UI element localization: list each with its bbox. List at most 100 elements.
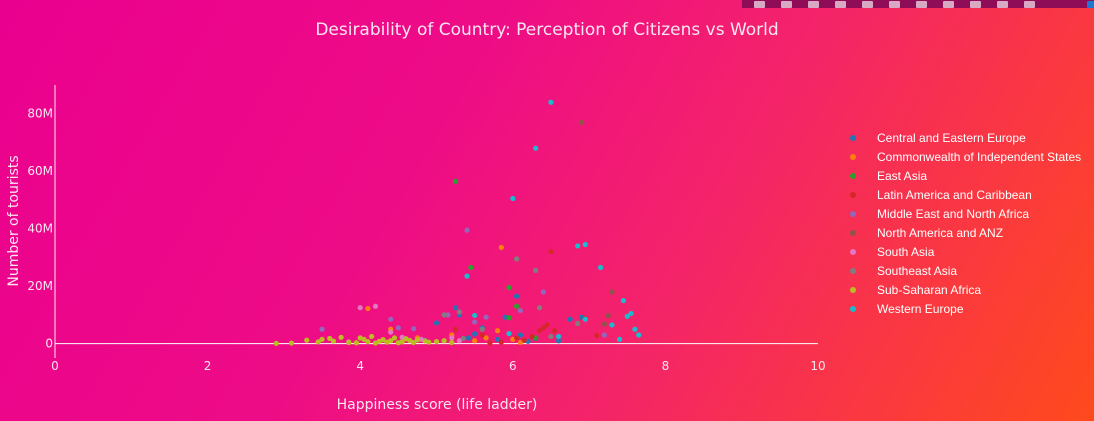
scatter-point[interactable] [472, 312, 478, 319]
scatter-point[interactable] [624, 313, 630, 319]
scatter-point[interactable] [346, 339, 352, 346]
zoom-in-icon[interactable] [889, 0, 900, 8]
scatter-point[interactable] [555, 338, 562, 344]
scatter-point[interactable] [372, 303, 379, 309]
scatter-point[interactable] [514, 256, 520, 262]
scatter-point[interactable] [540, 325, 546, 331]
legend-item[interactable]: Central and Eastern Europe [846, 128, 1081, 147]
scatter-point[interactable] [632, 326, 638, 332]
legend-item[interactable]: North America and ANZ [846, 223, 1081, 242]
scatter-point[interactable] [472, 338, 478, 344]
scatter-point[interactable] [452, 305, 459, 311]
legend-item[interactable]: Western Europe [846, 299, 1081, 318]
scatter-point[interactable] [456, 309, 462, 315]
scatter-point[interactable] [319, 336, 325, 342]
scatter-point[interactable] [578, 119, 585, 125]
pan-icon[interactable] [808, 0, 819, 8]
plotly-logo-icon[interactable] [1087, 0, 1094, 8]
scatter-point[interactable] [479, 332, 485, 338]
scatter-point[interactable] [506, 284, 512, 291]
hover-closest-icon[interactable] [997, 0, 1008, 8]
scatter-point[interactable] [575, 243, 581, 249]
scatter-point[interactable] [407, 337, 413, 344]
scatter-point[interactable] [567, 316, 573, 322]
scatter-point[interactable] [628, 310, 634, 317]
zoom-icon[interactable] [781, 0, 792, 8]
scatter-point[interactable] [514, 303, 520, 309]
scatter-point[interactable] [506, 315, 512, 321]
scatter-point[interactable] [636, 332, 642, 338]
scatter-point[interactable] [506, 330, 512, 337]
scatter-point[interactable] [533, 145, 539, 151]
scatter-point[interactable] [536, 305, 543, 311]
scatter-point[interactable] [441, 312, 447, 318]
scatter-point[interactable] [395, 325, 401, 331]
scatter-point[interactable] [601, 321, 607, 327]
scatter-point[interactable] [365, 305, 371, 312]
scatter-point[interactable] [544, 322, 550, 328]
scatter-point[interactable] [414, 337, 421, 343]
scatter-point[interactable] [575, 320, 581, 327]
scatter-point[interactable] [357, 335, 363, 341]
scatter-point[interactable] [327, 335, 333, 342]
legend-item[interactable]: Southeast Asia [846, 261, 1081, 280]
scatter-point[interactable] [433, 339, 440, 345]
scatter-point[interactable] [468, 264, 474, 271]
scatter-point[interactable] [510, 195, 516, 202]
scatter-point[interactable] [498, 339, 504, 345]
camera-icon[interactable] [754, 0, 765, 8]
scatter-point[interactable] [472, 331, 478, 337]
scatter-point[interactable] [514, 293, 520, 299]
legend-item[interactable]: Middle East and North Africa [846, 204, 1081, 223]
scatter-point[interactable] [464, 273, 470, 279]
home-icon[interactable] [943, 0, 954, 8]
scatter-point[interactable] [445, 312, 451, 318]
scatter-point[interactable] [449, 339, 455, 346]
scatter-point[interactable] [388, 316, 394, 322]
scatter-point[interactable] [452, 178, 459, 184]
scatter-point[interactable] [399, 339, 405, 345]
scatter-point[interactable] [380, 337, 386, 343]
scatter-point[interactable] [304, 337, 310, 343]
scatter-point[interactable] [548, 249, 554, 255]
scatter-point[interactable] [388, 329, 394, 335]
scatter-point[interactable] [548, 333, 554, 340]
scatter-point[interactable] [601, 332, 607, 338]
scatter-point[interactable] [464, 227, 470, 233]
scatter-point[interactable] [357, 305, 363, 311]
scatter-point[interactable] [433, 320, 440, 326]
box-select-icon[interactable] [835, 0, 846, 8]
zoom-out-icon[interactable] [916, 0, 927, 8]
scatter-point[interactable] [288, 340, 295, 346]
scatter-point[interactable] [605, 312, 611, 319]
scatter-point[interactable] [536, 328, 543, 334]
scatter-point[interactable] [517, 307, 524, 314]
scatter-point[interactable] [517, 339, 524, 346]
scatter-point[interactable] [319, 326, 325, 332]
scatter-point[interactable] [315, 339, 321, 345]
scatter-point[interactable] [273, 340, 279, 346]
scatter-point[interactable] [449, 335, 455, 341]
scatter-point[interactable] [369, 333, 375, 340]
scatter-point[interactable] [456, 338, 462, 344]
scatter-point[interactable] [487, 340, 493, 346]
scatter-point[interactable] [479, 326, 485, 332]
scatter-point[interactable] [597, 264, 604, 271]
scatter-point[interactable] [353, 340, 359, 346]
scatter-point[interactable] [365, 339, 371, 345]
scatter-point[interactable] [426, 339, 432, 345]
scatter-point[interactable] [494, 328, 501, 334]
scatter-point[interactable] [338, 334, 344, 340]
lasso-select-icon[interactable] [862, 0, 873, 8]
legend-item[interactable]: Sub-Saharan Africa [846, 280, 1081, 299]
scatter-point[interactable] [472, 319, 478, 325]
spike-lines-icon[interactable] [970, 0, 981, 8]
scatter-point[interactable] [620, 297, 627, 304]
scatter-point[interactable] [552, 328, 558, 334]
scatter-point[interactable] [548, 99, 554, 105]
scatter-point[interactable] [465, 335, 472, 341]
scatter-point[interactable] [483, 335, 489, 341]
scatter-point[interactable] [517, 332, 524, 338]
scatter-point[interactable] [411, 326, 417, 332]
